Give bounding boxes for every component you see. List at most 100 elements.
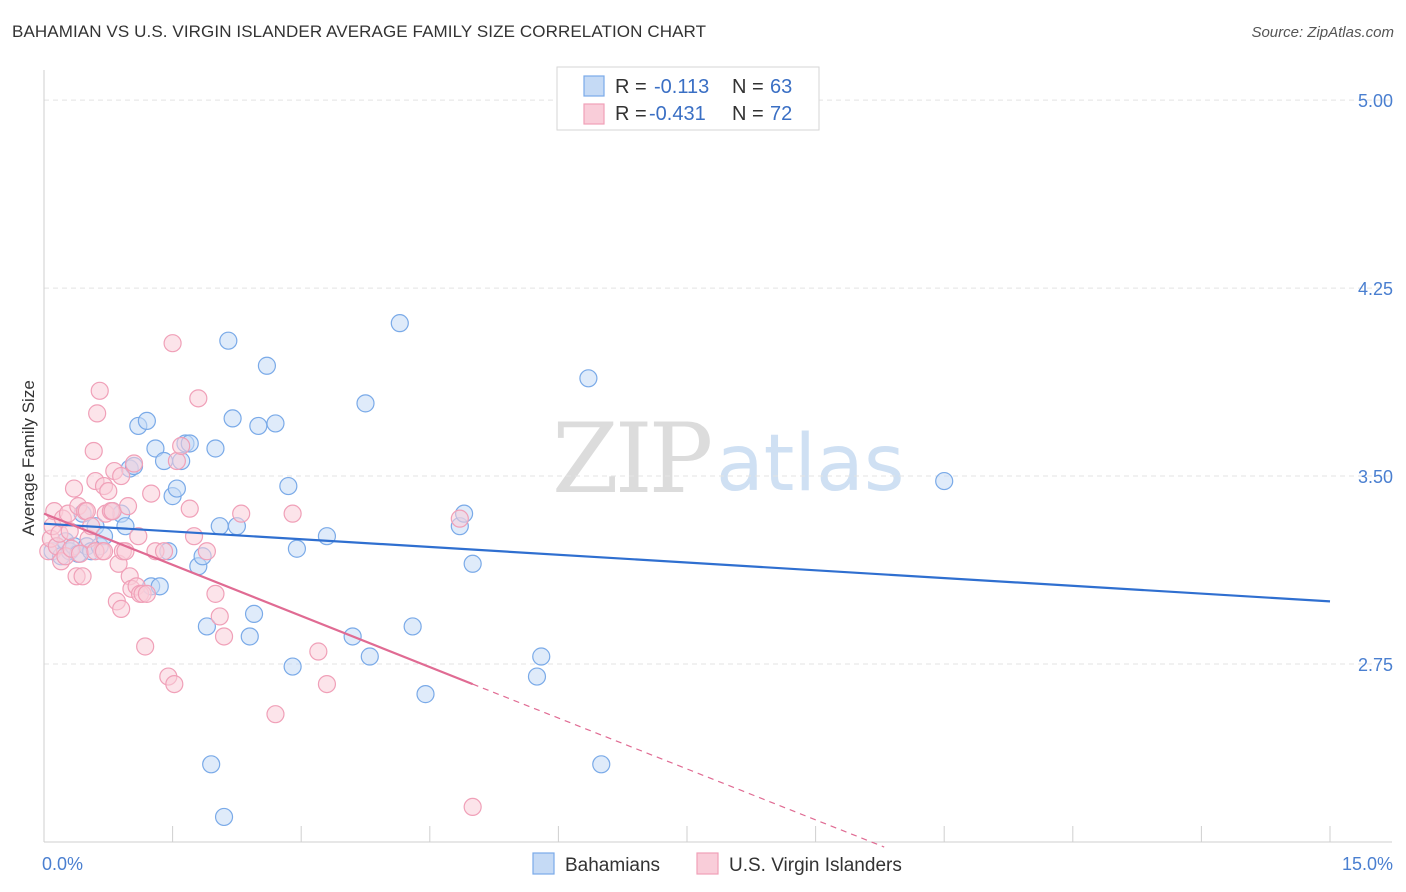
data-point-1-55 (180, 499, 199, 518)
data-point-0-47 (287, 539, 307, 558)
correlation-legend: R = -0.113 N = 63 R = -0.431 N = 72 (556, 66, 820, 131)
data-point-0-21 (146, 439, 165, 458)
bottom-legend-label-bahamians: Bahamians (565, 855, 660, 876)
x-tick-label-min: 0.0% (42, 854, 83, 874)
data-point-0-44 (266, 414, 285, 433)
data-point-0-15 (116, 517, 135, 536)
data-point-0-54 (416, 685, 435, 704)
data-point-0-35 (210, 517, 229, 536)
data-point-1-57 (189, 389, 208, 408)
data-point-1-65 (309, 642, 328, 661)
data-point-1-18 (77, 502, 96, 521)
data-point-0-43 (257, 356, 277, 375)
data-point-0-37 (219, 331, 238, 350)
data-point-0-36 (214, 807, 234, 827)
bottom-legend-label-usvi: U.S. Virgin Islanders (729, 855, 902, 876)
data-point-1-12 (64, 479, 84, 498)
data-point-0-59 (532, 647, 551, 666)
y-tick-label-0: 2.75 (1358, 655, 1393, 675)
bottom-legend-swatch-usvi (696, 852, 719, 875)
data-point-0-34 (206, 439, 225, 458)
y-tick-labels: 2.75 3.50 4.25 5.00 (1358, 91, 1393, 675)
data-point-1-53 (167, 451, 186, 471)
data-point-0-45 (279, 476, 298, 496)
data-point-1-24 (90, 381, 109, 400)
data-point-1-54 (172, 436, 191, 456)
data-point-1-68 (463, 797, 482, 817)
data-point-0-19 (137, 411, 156, 431)
legend-swatch-usvi (583, 103, 605, 125)
data-point-0-26 (167, 479, 186, 498)
data-point-0-41 (244, 604, 264, 624)
legend-n-value-2: 72 (770, 103, 792, 125)
legend-n-label-1: N = (732, 76, 764, 98)
data-point-0-42 (249, 416, 268, 436)
data-point-1-51 (163, 334, 182, 353)
legend-r-label-1: R = (615, 76, 647, 98)
data-point-0-46 (283, 657, 302, 676)
y-axis-label: Average Family Size (19, 380, 38, 536)
trend-line-extension-1 (472, 683, 885, 848)
trend-lines (43, 512, 1331, 848)
y-tick-label-1: 3.50 (1358, 467, 1393, 487)
data-point-0-50 (356, 394, 375, 413)
series-legend: Bahamians U.S. Virgin Islanders (532, 852, 902, 876)
bottom-legend-swatch-bahamians (532, 852, 555, 875)
y-tick-label-3: 5.00 (1358, 91, 1393, 111)
data-point-1-49 (154, 542, 174, 561)
data-point-1-62 (232, 504, 251, 523)
y-tick-label-2: 4.25 (1358, 279, 1393, 299)
data-point-1-63 (266, 705, 285, 724)
trend-line-0 (43, 522, 1331, 603)
data-point-1-67 (450, 509, 469, 528)
data-point-1-47 (142, 484, 161, 503)
source-label: Source: ZipAtlas.com (1251, 24, 1394, 41)
gridlines (44, 99, 1392, 665)
data-point-1-70 (94, 542, 114, 561)
data-point-0-38 (223, 409, 242, 428)
data-point-1-52 (165, 674, 184, 694)
data-point-1-42 (129, 527, 148, 546)
data-point-0-62 (935, 471, 954, 491)
legend-r-value-1: -0.113 (654, 76, 709, 98)
data-point-1-64 (283, 504, 302, 523)
data-point-1-15 (70, 544, 90, 563)
data-point-0-40 (240, 627, 259, 646)
data-point-0-52 (390, 314, 409, 333)
data-point-1-66 (317, 674, 337, 694)
data-point-0-61 (592, 755, 611, 774)
chart-title: BAHAMIAN VS U.S. VIRGIN ISLANDER AVERAGE… (12, 22, 707, 41)
data-point-0-58 (527, 667, 547, 686)
data-point-1-40 (124, 454, 144, 473)
data-point-1-46 (137, 584, 156, 603)
legend-r-label-2: R = (615, 103, 647, 125)
legend-n-label-2: N = (732, 103, 764, 125)
data-point-1-37 (118, 497, 138, 516)
watermark-zip: ZIP (552, 403, 711, 515)
watermark-atlas: atlas (716, 419, 905, 509)
x-tick-labels: 0.0% 15.0% (42, 854, 1393, 874)
data-point-0-51 (360, 647, 379, 666)
data-point-0-33 (202, 755, 221, 774)
data-point-1-59 (206, 584, 225, 603)
data-point-0-57 (463, 554, 482, 573)
data-point-1-21 (84, 441, 103, 461)
data-point-0-53 (403, 617, 422, 636)
data-point-0-32 (197, 617, 216, 636)
series-usvi (39, 334, 482, 817)
legend-r-value-2: -0.431 (649, 103, 706, 125)
trend-line-1 (43, 512, 474, 686)
x-tick-label-max: 15.0% (1342, 854, 1393, 874)
data-point-0-60 (579, 369, 598, 388)
data-point-1-34 (112, 599, 131, 618)
data-point-1-56 (184, 527, 204, 546)
data-point-1-45 (136, 637, 155, 656)
data-point-1-61 (214, 627, 234, 646)
data-point-1-16 (73, 567, 92, 586)
axes (43, 70, 1392, 843)
data-point-1-58 (197, 542, 216, 561)
data-point-1-23 (88, 404, 107, 423)
legend-n-value-1: 63 (770, 76, 792, 98)
data-point-1-71 (112, 466, 131, 486)
